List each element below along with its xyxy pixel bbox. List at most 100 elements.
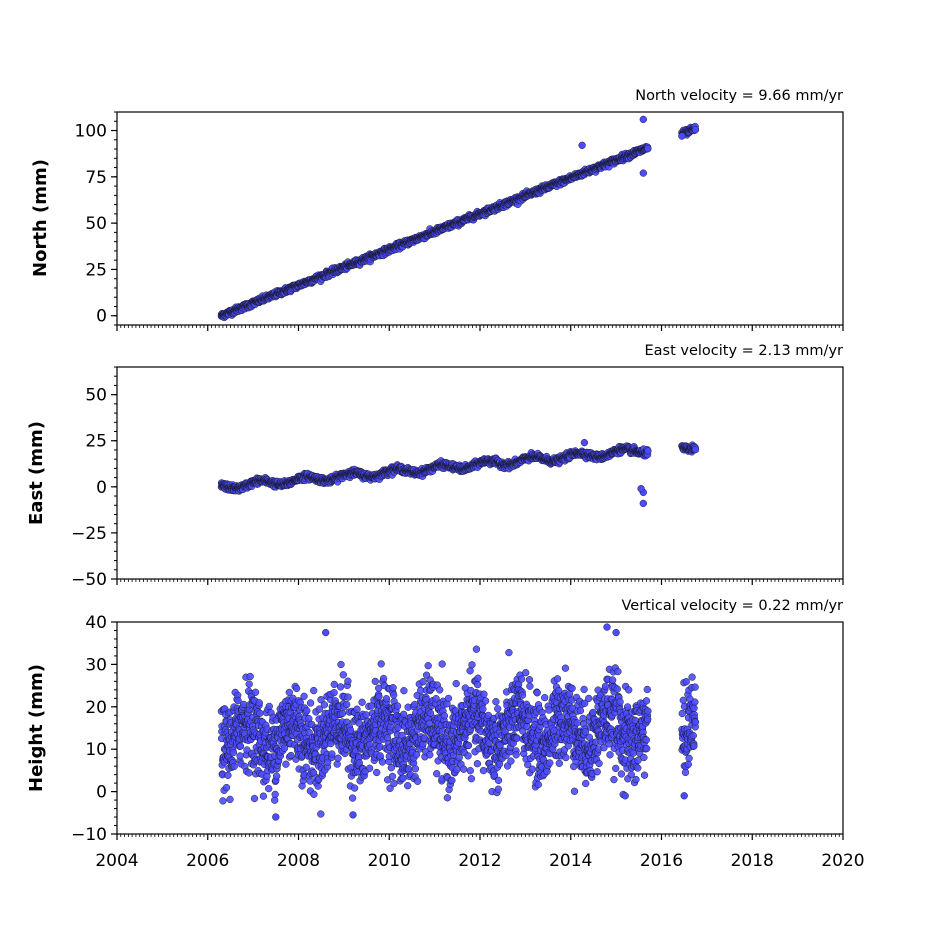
east-ylabel: East (mm) bbox=[26, 421, 47, 525]
y-tick-label: 50 bbox=[85, 214, 107, 234]
data-point bbox=[310, 790, 318, 798]
data-point bbox=[479, 705, 487, 713]
data-point bbox=[292, 684, 301, 693]
data-point bbox=[362, 711, 370, 719]
data-point bbox=[691, 445, 700, 454]
outlier-point bbox=[578, 141, 586, 149]
data-point bbox=[644, 145, 652, 153]
y-tick-label: 75 bbox=[85, 168, 107, 188]
data-point bbox=[282, 760, 290, 768]
data-point bbox=[460, 765, 468, 773]
data-point bbox=[377, 660, 385, 668]
data-point bbox=[438, 660, 446, 668]
data-point bbox=[328, 750, 336, 758]
data-point bbox=[466, 667, 474, 675]
data-point bbox=[379, 674, 388, 683]
data-point bbox=[317, 810, 325, 818]
data-point bbox=[473, 680, 482, 689]
data-point bbox=[302, 763, 310, 771]
data-point bbox=[314, 782, 322, 790]
data-point bbox=[466, 767, 474, 775]
data-point bbox=[389, 684, 397, 692]
data-point bbox=[443, 794, 452, 802]
data-point bbox=[393, 702, 402, 710]
data-point bbox=[310, 686, 318, 695]
outlier-point bbox=[639, 169, 647, 177]
data-point bbox=[250, 794, 259, 803]
north-points bbox=[217, 115, 700, 322]
data-point bbox=[452, 679, 460, 688]
data-point bbox=[376, 752, 384, 760]
data-point bbox=[337, 660, 345, 669]
data-point bbox=[271, 790, 279, 799]
data-point bbox=[382, 695, 391, 703]
outlier-point bbox=[580, 438, 589, 447]
data-point bbox=[472, 645, 481, 653]
data-point bbox=[426, 751, 434, 759]
data-point bbox=[440, 712, 449, 720]
y-tick-label: 0 bbox=[96, 478, 107, 498]
data-point bbox=[644, 447, 652, 455]
data-point bbox=[240, 700, 248, 709]
data-point bbox=[256, 709, 264, 717]
data-point bbox=[373, 768, 381, 777]
data-point bbox=[479, 766, 488, 775]
y-tick-label: 25 bbox=[85, 432, 107, 452]
data-point bbox=[455, 753, 463, 762]
data-point bbox=[339, 671, 347, 679]
data-point bbox=[444, 694, 453, 703]
data-point bbox=[350, 784, 359, 792]
data-point bbox=[467, 775, 476, 783]
data-point bbox=[265, 702, 273, 711]
data-point bbox=[494, 785, 502, 793]
data-point bbox=[494, 776, 503, 785]
data-point bbox=[433, 770, 441, 778]
data-point bbox=[219, 797, 227, 805]
data-point bbox=[251, 688, 260, 696]
data-point bbox=[226, 795, 234, 804]
data-point bbox=[255, 699, 263, 707]
data-point bbox=[473, 760, 482, 768]
data-point bbox=[358, 698, 366, 706]
outlier-point bbox=[639, 499, 647, 508]
height-ylabel: Height (mm) bbox=[26, 664, 47, 792]
data-point bbox=[365, 764, 374, 772]
east-velocity-title: East velocity = 2.13 mm/yr bbox=[644, 343, 843, 359]
outlier-point bbox=[639, 115, 647, 124]
data-point bbox=[230, 762, 238, 771]
data-point bbox=[236, 742, 245, 750]
data-point bbox=[691, 126, 700, 134]
data-point bbox=[419, 678, 427, 686]
data-point bbox=[371, 677, 379, 686]
data-point bbox=[404, 782, 412, 790]
data-point bbox=[229, 748, 238, 757]
y-tick-label: 0 bbox=[96, 307, 107, 327]
data-point bbox=[436, 686, 444, 694]
data-point bbox=[343, 700, 351, 709]
data-point bbox=[245, 680, 253, 688]
data-point bbox=[390, 779, 398, 788]
data-point bbox=[300, 692, 308, 700]
data-point bbox=[222, 783, 231, 792]
data-point bbox=[474, 674, 482, 682]
data-point bbox=[330, 689, 338, 697]
data-point bbox=[390, 691, 398, 699]
data-point bbox=[378, 758, 387, 766]
data-point bbox=[336, 683, 345, 691]
data-point bbox=[334, 754, 342, 762]
data-point bbox=[448, 776, 456, 785]
data-point bbox=[285, 688, 293, 697]
y-tick-label: 50 bbox=[85, 386, 107, 406]
data-point bbox=[236, 752, 244, 760]
y-tick-label: 100 bbox=[75, 122, 107, 142]
y-tick-label: −50 bbox=[71, 570, 107, 590]
data-point bbox=[400, 687, 408, 695]
data-point bbox=[348, 794, 357, 802]
data-point bbox=[413, 777, 422, 785]
data-point bbox=[320, 701, 329, 709]
data-point bbox=[344, 677, 352, 685]
data-point bbox=[338, 709, 347, 718]
data-point bbox=[344, 693, 352, 701]
data-point bbox=[399, 774, 407, 782]
